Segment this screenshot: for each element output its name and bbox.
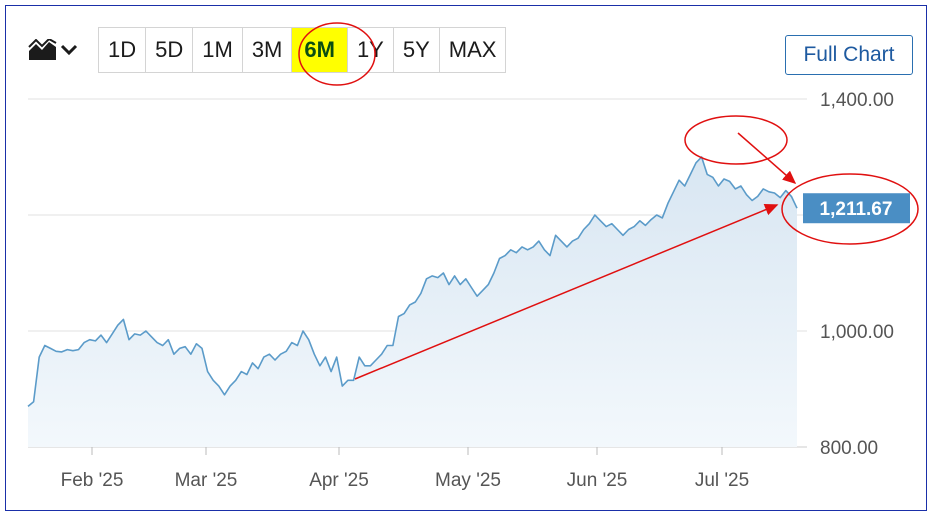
series-area	[28, 157, 797, 447]
range-button-max[interactable]: MAX	[439, 28, 506, 72]
series-line	[27, 156, 798, 408]
range-button-6m[interactable]: 6M	[292, 28, 348, 72]
x-tick-label: Jun '25	[567, 470, 628, 491]
full-chart-button[interactable]: Full Chart	[785, 35, 913, 75]
y-tick-label: 1,400.00	[820, 90, 894, 111]
x-tick-label: Feb '25	[61, 470, 124, 491]
y-tick-label: 1,000.00	[820, 322, 894, 343]
bottom-mask	[6, 504, 926, 510]
range-button-1y[interactable]: 1Y	[347, 28, 394, 72]
x-tick-label: Apr '25	[309, 470, 369, 491]
chart-toolbar: 1D 5D 1M 3M 6M 1Y 5Y MAX	[28, 26, 507, 74]
range-button-5y[interactable]: 5Y	[393, 28, 440, 72]
x-tick-label: Mar '25	[175, 470, 238, 491]
range-button-1m[interactable]: 1M	[193, 28, 243, 72]
x-tick-label: Jul '25	[695, 470, 749, 491]
range-button-3m[interactable]: 3M	[242, 28, 293, 72]
range-button-5d[interactable]: 5D	[146, 28, 194, 72]
decline-arrow	[737, 132, 797, 184]
last-price-label: 1,211.67	[820, 199, 893, 220]
range-highlight-circle	[298, 22, 376, 86]
last-price-label-bg	[803, 193, 910, 224]
price-highlight-circle	[781, 173, 919, 245]
time-range-group: 1D 5D 1M 3M 6M 1Y 5Y MAX	[98, 27, 507, 73]
area-chart-icon	[28, 39, 57, 60]
peak-highlight-circle	[684, 115, 788, 165]
chart-type-selector[interactable]	[28, 27, 90, 73]
y-tick-label: 800.00	[820, 438, 878, 459]
trend-arrow	[354, 204, 779, 380]
range-button-1d[interactable]: 1D	[99, 28, 147, 72]
x-tick-label: May '25	[435, 470, 501, 491]
chevron-down-icon	[60, 44, 78, 56]
